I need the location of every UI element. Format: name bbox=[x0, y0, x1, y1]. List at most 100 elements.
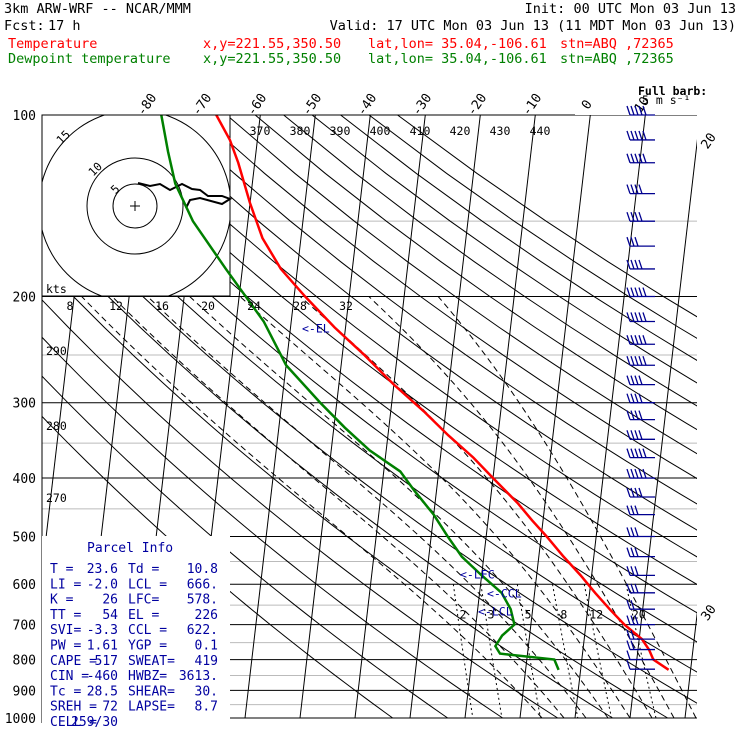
barb-feather bbox=[626, 505, 631, 515]
parcel-info-cell: LFC= bbox=[128, 593, 159, 608]
barb-feather bbox=[626, 287, 631, 297]
parcel-info-cell: 517 bbox=[95, 654, 118, 669]
hodograph-ring bbox=[86, 157, 184, 255]
parcel-info-cell: CAPE = bbox=[50, 654, 97, 669]
mixing-ratio-label: 12 bbox=[589, 608, 603, 622]
barb-feather bbox=[626, 650, 631, 660]
wind-barb bbox=[626, 599, 655, 610]
barb-feather bbox=[626, 599, 631, 610]
parcel-info-cell: EL = bbox=[128, 608, 159, 623]
wind-barb bbox=[626, 430, 655, 440]
parcel-info-cell: 30. bbox=[195, 684, 218, 699]
parcel-info-cell: LCL = bbox=[128, 577, 167, 592]
barb-feather bbox=[638, 259, 643, 270]
barb-feather bbox=[634, 287, 639, 297]
barb-feather bbox=[630, 487, 635, 498]
dry-adiabat-line bbox=[55, 115, 697, 614]
barb-feather bbox=[626, 583, 631, 594]
barb-feather bbox=[634, 527, 639, 537]
parcel-info-cell: 26 bbox=[102, 593, 118, 608]
barb-feather bbox=[638, 430, 643, 440]
barb-feather bbox=[630, 375, 635, 385]
parcel-info-cell: YGP = bbox=[128, 639, 167, 654]
parcel-info-cell: SHEAR= bbox=[128, 684, 175, 699]
barb-feather bbox=[630, 312, 635, 322]
parcel-info-cell: 622. bbox=[187, 623, 218, 638]
parcel-info-cell: SWEAT= bbox=[128, 654, 175, 669]
barb-feather bbox=[626, 211, 631, 222]
dry-adiabat-line bbox=[140, 115, 697, 531]
pressure-tick-label: 100 bbox=[13, 109, 36, 124]
parcel-info-cell: 419 bbox=[195, 654, 218, 669]
dry-adiabat-line bbox=[340, 115, 697, 361]
wind-barb bbox=[626, 335, 655, 345]
wind-barb bbox=[626, 236, 655, 247]
barb-feather bbox=[634, 105, 639, 116]
wind-barb bbox=[626, 312, 655, 323]
parcel-info-cell: SREH = bbox=[50, 700, 97, 715]
barb-feather bbox=[626, 236, 631, 247]
mixing-ratio-label: 5 bbox=[525, 608, 532, 622]
pressure-tick-label: 600 bbox=[13, 578, 36, 593]
parcel-info-cell: LI = bbox=[50, 577, 81, 592]
pressure-tick-label: 700 bbox=[13, 619, 36, 634]
barb-feather bbox=[634, 410, 639, 420]
parcel-info-cell: CIN = bbox=[50, 669, 89, 684]
init-time: Init: 00 UTC Mon 03 Jun 13 bbox=[525, 1, 736, 17]
barb-feather bbox=[626, 105, 631, 116]
barb-feather bbox=[634, 547, 639, 557]
barb-feather bbox=[630, 236, 635, 247]
wind-barb bbox=[626, 527, 655, 538]
barb-feather bbox=[626, 356, 631, 366]
wind-barb bbox=[626, 650, 655, 661]
parcel-info-panel: Parcel Info T = 23.6 Td = 10.8 LI = -2.0 LCL =… bbox=[42, 536, 230, 730]
barb-feather bbox=[626, 375, 631, 385]
parcel-info-cell: PW = bbox=[50, 639, 81, 654]
hodograph-ring bbox=[112, 183, 158, 229]
parcel-info-cell: -460 bbox=[87, 669, 118, 684]
barb-feather bbox=[630, 393, 635, 403]
barb-feather bbox=[630, 259, 635, 270]
barb-feather bbox=[638, 356, 643, 366]
parcel-info-cell: -3.3 bbox=[87, 623, 118, 638]
barb-feather bbox=[626, 184, 631, 194]
barb-feather bbox=[638, 211, 643, 222]
temperature-legend-label: Temperature bbox=[8, 36, 97, 52]
wind-barb bbox=[626, 410, 655, 421]
theta-e-label: 380 bbox=[290, 124, 311, 138]
barb-feather bbox=[626, 335, 631, 345]
theta-e-label: 390 bbox=[330, 124, 351, 138]
barb-feather bbox=[630, 335, 635, 345]
barb-feather bbox=[630, 527, 635, 537]
speed-scale-label: 20 bbox=[201, 299, 215, 313]
barb-feather bbox=[638, 487, 643, 498]
isotherm-line bbox=[464, 115, 536, 719]
barb-feather bbox=[634, 505, 639, 515]
barb-feather bbox=[638, 448, 643, 458]
isotherm-line bbox=[519, 115, 591, 719]
speed-scale-label: 16 bbox=[155, 299, 169, 313]
barb-feather bbox=[642, 448, 647, 458]
wind-barb bbox=[626, 105, 655, 116]
temperature-station: stn=ABQ ,72365 bbox=[560, 36, 674, 52]
wind-barb bbox=[626, 153, 655, 164]
parcel-info-cell: CCL = bbox=[128, 623, 167, 638]
wind-barbs bbox=[626, 105, 655, 670]
barb-feather bbox=[642, 153, 647, 163]
dry-adiabat-line bbox=[42, 375, 448, 719]
barb-feather bbox=[634, 130, 639, 141]
barb-feather bbox=[642, 312, 647, 322]
moist-adiabat-line bbox=[299, 296, 653, 719]
mixing-ratio-line bbox=[452, 584, 474, 719]
barb-feather bbox=[642, 105, 647, 116]
barb-feather bbox=[630, 211, 635, 222]
dry-adiabat-line bbox=[42, 228, 668, 719]
dewpoint-line bbox=[160, 115, 560, 671]
parcel-info-cell: 54 bbox=[102, 608, 118, 623]
barb-feather bbox=[630, 105, 635, 116]
dewpoint-legend-label: Dewpoint temperature bbox=[8, 51, 171, 67]
barb-feather bbox=[630, 130, 635, 141]
barb-feather bbox=[634, 583, 639, 594]
mixing-ratio-line bbox=[625, 584, 657, 719]
